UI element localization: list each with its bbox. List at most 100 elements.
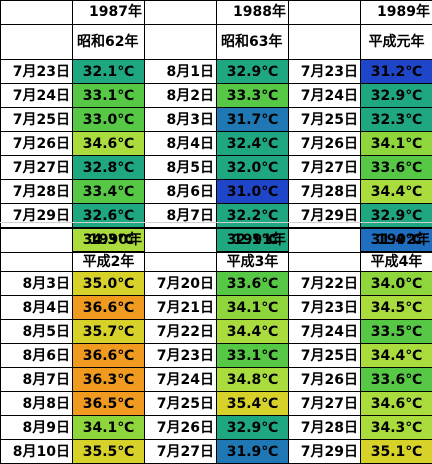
temperature-cell: 34.4℃ [361,344,432,368]
year-header: 1989年 [361,1,432,25]
temperature-cell: 35.7℃ [73,320,145,344]
date-cell: 8月3日 [1,272,73,296]
temperature-cell: 34.5℃ [361,296,432,320]
temperature-cell: 33.6℃ [361,368,432,392]
date-cell: 8月1日 [145,60,217,84]
date-cell: 7月23日 [145,344,217,368]
temperature-cell: 32.1℃ [73,60,145,84]
date-cell: 7月26日 [289,368,361,392]
date-cell: 7月26日 [289,132,361,156]
temperature-cell: 33.1℃ [217,344,289,368]
temperature-cell: 31.7℃ [217,108,289,132]
temperature-cell: 34.1℃ [361,132,432,156]
date-cell: 7月29日 [289,204,361,228]
date-cell: 8月5日 [1,320,73,344]
era-header: 平成元年 [361,25,432,60]
era-header: 平成4年 [361,253,432,272]
date-cell: 7月25日 [289,108,361,132]
date-cell: 7月22日 [289,272,361,296]
date-cell: 7月23日 [1,60,73,84]
date-cell: 7月24日 [289,84,361,108]
date-cell: 7月27日 [1,156,73,180]
date-cell: 8月7日 [145,204,217,228]
temperature-cell: 33.5℃ [361,320,432,344]
temperature-table-top: 1987年 1988年 1989年 昭和62年 昭和63年 平成元年 7月23日… [0,0,432,252]
temperature-cell: 34.3℃ [361,416,432,440]
date-cell: 7月21日 [145,296,217,320]
era-header-row: 昭和62年 昭和63年 平成元年 [1,25,432,60]
temperature-cell: 33.4℃ [73,180,145,204]
date-cell: 7月20日 [145,272,217,296]
year-header: 1987年 [73,1,145,25]
date-cell: 7月27日 [289,392,361,416]
date-cell: 7月26日 [1,132,73,156]
date-cell: 7月24日 [289,320,361,344]
temperature-cell: 31.9℃ [217,440,289,464]
blank-cell [145,25,217,60]
era-header: 昭和62年 [73,25,145,60]
blank-cell [1,25,73,60]
temperature-cell: 31.0℃ [217,180,289,204]
year-header: 1991年 [217,229,289,253]
era-header: 平成3年 [217,253,289,272]
date-cell: 8月6日 [145,180,217,204]
date-cell: 7月24日 [1,84,73,108]
blank-cell [1,253,73,272]
date-cell: 7月27日 [289,156,361,180]
date-cell: 7月25日 [145,392,217,416]
temperature-cell: 33.3℃ [217,84,289,108]
temperature-cell: 36.6℃ [73,344,145,368]
date-cell: 7月28日 [1,180,73,204]
date-cell: 8月7日 [1,368,73,392]
blank-cell [289,25,361,60]
temperature-cell: 32.2℃ [217,204,289,228]
temperature-cell: 33.6℃ [361,156,432,180]
temperature-cell: 36.3℃ [73,368,145,392]
era-header-row: 平成2年 平成3年 平成4年 [1,253,432,272]
date-cell: 8月3日 [145,108,217,132]
date-cell: 7月22日 [145,320,217,344]
date-cell: 7月27日 [145,440,217,464]
blank-cell [289,1,361,25]
date-cell: 7月28日 [289,416,361,440]
temperature-cell: 32.6℃ [73,204,145,228]
date-cell: 7月23日 [289,296,361,320]
temperature-cell: 35.4℃ [217,392,289,416]
temperature-cell: 34.6℃ [73,132,145,156]
era-header: 昭和63年 [217,25,289,60]
year-header: 1992年 [361,229,432,253]
temperature-cell: 35.5℃ [73,440,145,464]
temperature-cell: 33.1℃ [73,84,145,108]
sheet-gridline [0,222,432,223]
temperature-cell: 34.1℃ [217,296,289,320]
date-cell: 7月24日 [145,368,217,392]
date-cell: 7月28日 [289,180,361,204]
temperature-cell: 32.3℃ [361,108,432,132]
year-header: 1988年 [217,1,289,25]
blank-cell [145,1,217,25]
date-cell: 8月2日 [145,84,217,108]
temperature-cell: 35.1℃ [361,440,432,464]
date-cell: 7月29日 [1,204,73,228]
blank-cell [1,229,73,253]
date-cell: 8月6日 [1,344,73,368]
date-cell: 7月26日 [145,416,217,440]
date-cell: 7月25日 [289,344,361,368]
temperature-cell: 32.9℃ [361,204,432,228]
era-header: 平成2年 [73,253,145,272]
date-cell: 8月10日 [1,440,73,464]
year-header-row: 1987年 1988年 1989年 [1,1,432,25]
year-header-row: 1990年 1991年 1992年 [1,229,432,253]
date-cell: 7月25日 [1,108,73,132]
